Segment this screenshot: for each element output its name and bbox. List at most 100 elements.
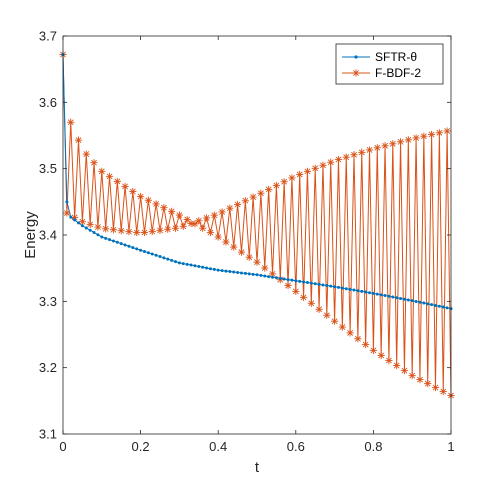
point-fbdf2-6 <box>82 150 90 158</box>
point-sftr-24 <box>154 253 158 257</box>
point-sftr-25 <box>158 255 162 259</box>
point-sftr-81 <box>375 292 379 296</box>
point-sftr-16 <box>123 243 127 247</box>
point-fbdf2-48 <box>245 253 253 261</box>
point-fbdf2-19 <box>133 228 141 237</box>
point-fbdf2-96 <box>431 383 440 392</box>
ticks-layer: 0 0.2 0.4 0.6 0.8 1 3.1 3.2 3.3 3.4 3.5 3.6 3.7 <box>39 29 455 455</box>
point-sftr-19 <box>135 247 139 251</box>
point-fbdf2-42 <box>222 238 230 246</box>
point-fbdf2-88 <box>400 366 409 375</box>
point-fbdf2-77 <box>358 148 366 156</box>
point-fbdf2-87 <box>396 138 405 146</box>
point-fbdf2-44 <box>230 243 238 251</box>
point-sftr-48 <box>247 272 251 276</box>
point-sftr-4 <box>77 221 81 225</box>
point-fbdf2-79 <box>365 146 374 154</box>
y-axis-label: Energy <box>22 211 39 259</box>
point-fbdf2-60 <box>292 287 300 295</box>
point-sftr-61 <box>298 279 302 283</box>
point-sftr-42 <box>224 269 228 273</box>
point-sftr-22 <box>146 251 150 255</box>
point-fbdf2-14 <box>113 177 121 186</box>
point-sftr-83 <box>383 294 387 298</box>
x-axis-label: t <box>255 459 260 476</box>
point-fbdf2-65 <box>311 164 319 172</box>
legend-label-sftr: SFTR-θ <box>375 50 417 64</box>
point-sftr-79 <box>368 291 372 295</box>
point-sftr-41 <box>220 269 224 273</box>
point-sftr-37 <box>205 266 209 270</box>
point-fbdf2-64 <box>307 299 315 307</box>
point-fbdf2-28 <box>168 207 176 215</box>
point-fbdf2-62 <box>299 293 308 301</box>
point-fbdf2-37 <box>202 214 211 222</box>
point-fbdf2-12 <box>105 172 114 180</box>
point-fbdf2-89 <box>404 136 412 144</box>
point-sftr-99 <box>445 306 449 310</box>
point-fbdf2-70 <box>331 317 339 325</box>
point-fbdf2-11 <box>102 225 110 233</box>
point-fbdf2-98 <box>439 387 447 396</box>
point-fbdf2-63 <box>303 167 312 175</box>
point-sftr-32 <box>185 262 189 266</box>
point-sftr-30 <box>177 261 181 265</box>
point-sftr-67 <box>321 283 325 287</box>
point-fbdf2-55 <box>272 181 280 190</box>
point-sftr-69 <box>329 284 333 288</box>
point-sftr-80 <box>371 291 375 295</box>
legend-label-fbdf2: F-BDF-2 <box>375 66 421 80</box>
point-fbdf2-36 <box>199 224 207 232</box>
point-sftr-76 <box>356 289 360 293</box>
point-sftr-45 <box>236 270 240 274</box>
point-fbdf2-72 <box>338 323 346 331</box>
point-fbdf2-73 <box>342 153 350 161</box>
legend-box <box>335 43 444 85</box>
point-sftr-27 <box>166 257 170 261</box>
point-sftr-39 <box>212 267 216 271</box>
point-fbdf2-84 <box>385 356 393 365</box>
point-sftr-54 <box>271 275 275 279</box>
point-sftr-12 <box>108 238 112 242</box>
x-tick-label-2: 0.4 <box>209 439 227 454</box>
point-sftr-34 <box>193 264 197 268</box>
point-fbdf2-86 <box>393 361 401 370</box>
point-fbdf2-43 <box>226 204 234 212</box>
point-sftr-51 <box>259 273 263 277</box>
point-fbdf2-99 <box>443 127 451 135</box>
point-sftr-90 <box>410 299 414 303</box>
point-sftr-95 <box>430 303 434 307</box>
point-fbdf2-75 <box>350 151 358 159</box>
point-fbdf2-39 <box>210 211 218 219</box>
point-sftr-55 <box>274 276 278 280</box>
point-sftr-40 <box>216 268 220 272</box>
point-sftr-36 <box>201 265 205 269</box>
point-fbdf2-59 <box>288 174 296 182</box>
point-sftr-21 <box>142 250 146 254</box>
y-tick-label-4: 3.5 <box>39 161 57 176</box>
point-fbdf2-25 <box>156 226 164 234</box>
point-sftr-75 <box>352 288 356 292</box>
point-sftr-2 <box>69 215 73 219</box>
point-sftr-74 <box>348 287 352 291</box>
point-fbdf2-83 <box>381 142 389 150</box>
point-fbdf2-22 <box>144 196 152 204</box>
point-sftr-56 <box>278 276 282 280</box>
point-sftr-94 <box>426 302 430 306</box>
point-sftr-66 <box>317 282 321 286</box>
point-fbdf2-27 <box>164 225 172 233</box>
point-sftr-77 <box>360 289 364 293</box>
point-sftr-62 <box>302 280 306 284</box>
point-sftr-68 <box>325 284 329 288</box>
point-fbdf2-21 <box>140 228 149 237</box>
point-sftr-8 <box>92 230 96 234</box>
point-sftr-11 <box>104 236 108 240</box>
point-sftr-72 <box>340 286 344 290</box>
point-sftr-98 <box>441 305 445 309</box>
point-fbdf2-16 <box>121 182 129 191</box>
point-fbdf2-5 <box>78 218 86 226</box>
legend-marker-sftr <box>354 55 358 59</box>
point-sftr-53 <box>267 275 271 279</box>
point-fbdf2-97 <box>435 129 443 137</box>
